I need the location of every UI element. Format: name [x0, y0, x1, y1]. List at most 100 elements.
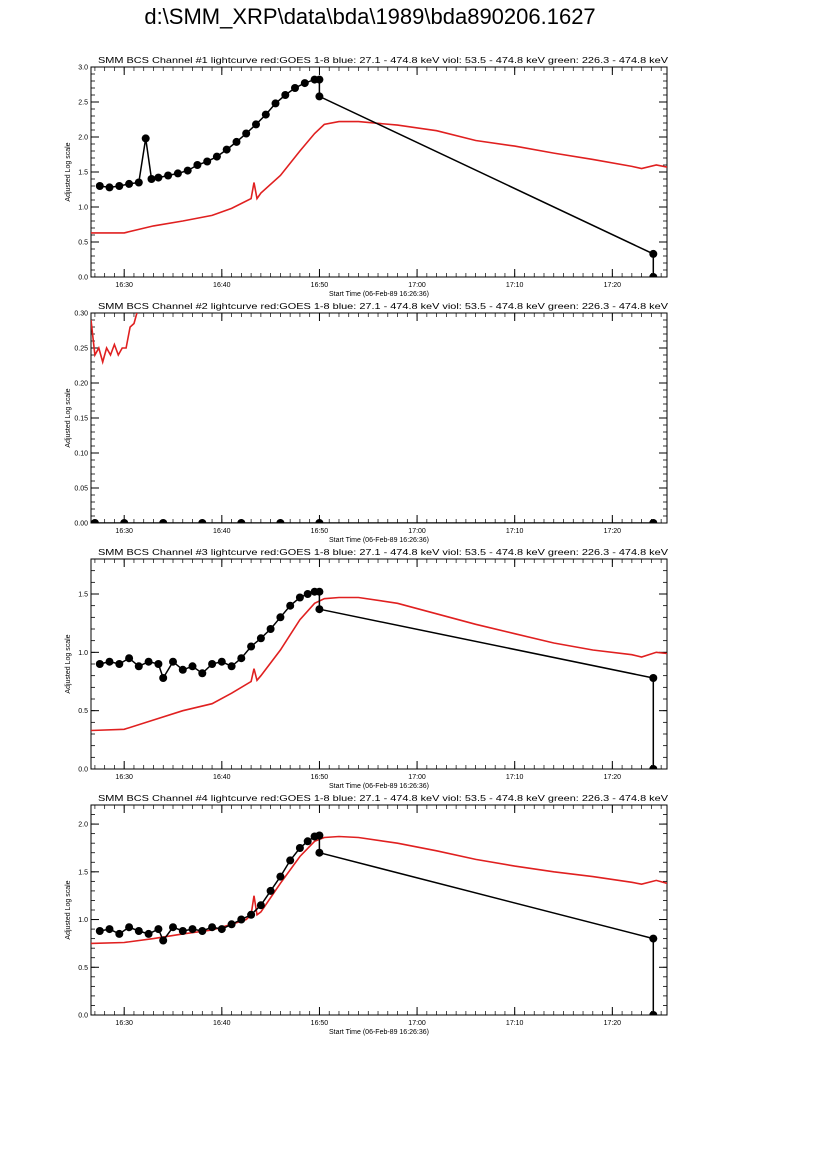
data-point [222, 145, 231, 154]
data-point [203, 157, 212, 166]
x-tick-label: 17:10 [506, 282, 524, 289]
data-point [183, 166, 192, 175]
data-point [217, 657, 226, 666]
data-point [649, 519, 658, 523]
data-point [154, 173, 163, 182]
data-point [125, 923, 134, 932]
series-line-2 [99, 78, 655, 277]
data-point [281, 91, 290, 99]
x-tick-label: 17:00 [408, 1020, 426, 1027]
data-point [315, 831, 324, 840]
y-tick-label: 3.0 [78, 65, 88, 72]
data-point [95, 660, 104, 668]
x-tick-label: 16:50 [311, 774, 329, 781]
data-point [120, 519, 129, 523]
data-point [315, 848, 324, 857]
data-point [315, 605, 324, 614]
data-point [159, 519, 168, 523]
y-tick-label: 2.0 [78, 135, 88, 142]
data-point [295, 593, 304, 602]
series-line-2 [99, 834, 655, 1015]
data-point [256, 634, 265, 643]
data-point [315, 519, 324, 523]
y-tick-label: 1.5 [78, 592, 88, 599]
x-tick-label: 16:50 [311, 528, 329, 535]
y-tick-label: 0.10 [74, 451, 88, 458]
data-point [227, 662, 236, 671]
x-tick-label: 16:50 [311, 1020, 329, 1027]
data-point [303, 590, 312, 598]
y-tick-label: 1.5 [78, 170, 88, 177]
data-point [91, 519, 99, 523]
chart-panel-4: SMM BCS Channel #4 lightcurve red:GOES 1… [65, 794, 669, 1036]
data-point [237, 654, 246, 663]
data-point [115, 929, 124, 938]
data-point [649, 1011, 658, 1015]
data-point [193, 161, 202, 169]
data-point [208, 923, 217, 932]
chart-title: SMM BCS Channel #3 lightcurve red:GOES 1… [98, 548, 669, 557]
y-tick-label: 0.5 [78, 240, 88, 247]
data-point [198, 927, 207, 935]
data-point [266, 886, 275, 895]
y-tick-label: 0.25 [74, 346, 88, 353]
y-axis-label: Adjusted Log scale [65, 634, 72, 693]
y-tick-label: 0.15 [74, 416, 88, 423]
x-tick-label: 17:20 [604, 774, 622, 781]
x-axis-label: Start Time (06-Feb-89 16:26:36) [329, 783, 429, 790]
x-axis-label: Start Time (06-Feb-89 16:26:36) [329, 291, 429, 298]
data-point [649, 249, 658, 258]
chart-panel-1: SMM BCS Channel #1 lightcurve red:GOES 1… [65, 56, 669, 298]
chart-title: SMM BCS Channel #2 lightcurve red:GOES 1… [98, 302, 669, 311]
page-title: d:\SMM_XRP\data\bda\1989\bda890206.1627 [144, 4, 596, 29]
data-point [256, 901, 265, 910]
data-point [169, 657, 177, 666]
data-point [276, 613, 285, 622]
x-tick-label: 17:00 [408, 282, 426, 289]
data-point [217, 925, 226, 934]
data-point [232, 137, 241, 146]
y-tick-label: 0.00 [74, 521, 88, 528]
x-tick-label: 17:10 [506, 1020, 524, 1027]
data-point [188, 925, 197, 934]
x-tick-label: 16:40 [213, 1020, 231, 1027]
y-axis-label: Adjusted Log scale [65, 142, 72, 201]
x-tick-label: 16:40 [213, 282, 231, 289]
y-tick-label: 0.30 [74, 311, 88, 318]
data-point [95, 927, 104, 935]
y-tick-label: 2.5 [78, 100, 88, 107]
data-point [242, 129, 251, 138]
x-tick-label: 17:20 [604, 528, 622, 535]
x-axis-label: Start Time (06-Feb-89 16:26:36) [329, 1029, 429, 1036]
data-point [178, 927, 187, 935]
series-line-1 [91, 835, 667, 945]
data-point [276, 872, 285, 881]
data-point [649, 273, 658, 277]
data-point [147, 175, 156, 183]
data-point [198, 669, 207, 678]
y-tick-label: 0.0 [78, 275, 88, 282]
data-point [252, 120, 260, 129]
data-point [291, 84, 299, 92]
data-point [115, 182, 124, 190]
data-point [178, 665, 187, 674]
data-point [125, 179, 134, 188]
y-tick-label: 0.05 [74, 486, 88, 493]
series-line-1 [91, 313, 138, 365]
x-axis-label: Start Time (06-Feb-89 16:26:36) [329, 537, 429, 544]
y-tick-label: 0.0 [78, 767, 88, 774]
y-axis-label: Adjusted Log scale [65, 880, 72, 939]
x-tick-label: 16:30 [115, 1020, 133, 1027]
x-tick-label: 16:50 [311, 282, 329, 289]
plot-frame [90, 312, 668, 524]
data-point [159, 936, 168, 945]
data-point [105, 925, 114, 934]
series-line-2 [99, 590, 655, 769]
x-tick-label: 16:30 [115, 774, 133, 781]
data-point [276, 519, 285, 523]
x-tick-label: 17:00 [408, 774, 426, 781]
data-point [286, 856, 295, 865]
data-point [212, 152, 221, 161]
data-point [115, 660, 124, 668]
